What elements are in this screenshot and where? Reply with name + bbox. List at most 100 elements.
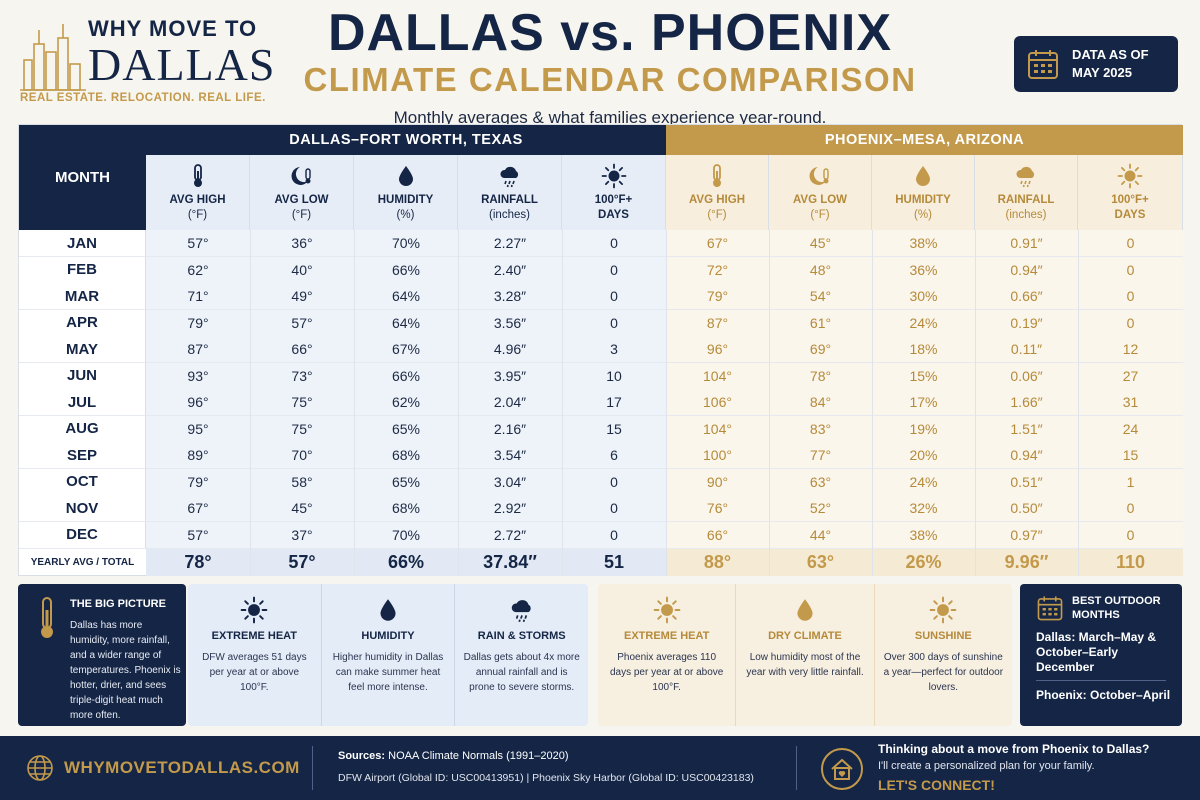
dallas-facts-panel: EXTREME HEAT DFW averages 51 days per yea… (188, 584, 588, 726)
month-label: JAN (19, 230, 146, 257)
sun-icon (653, 596, 681, 624)
col-header-unit: (°F) (187, 209, 208, 221)
dallas-total: 66% (354, 549, 458, 576)
dallas-cell: 4.96″ (458, 336, 562, 363)
total-label: YEARLY AVG / TOTAL (30, 557, 135, 568)
phoenix-total: 9.96″ (975, 549, 1078, 576)
dallas-cell: 15 (562, 415, 666, 442)
best-outdoor-dallas: Dallas: March–May & October–Early Decemb… (1036, 630, 1157, 674)
stations-text: DFW Airport (Global ID: USC00413951) | P… (338, 772, 754, 784)
dallas-cell: 3.04″ (458, 468, 562, 495)
page-description: Monthly averages & what families experie… (393, 108, 827, 127)
best-outdoor-phoenix: Phoenix: October–April (1036, 688, 1171, 702)
phoenix-cell: 0 (1078, 495, 1183, 522)
fact-text: Low humidity most of the year with very … (746, 652, 864, 678)
dallas-cell: 64% (354, 309, 458, 336)
thermometer-icon (713, 164, 721, 187)
dallas-cell: 0 (562, 521, 666, 548)
dallas-cell: 66% (354, 362, 458, 389)
dallas-cell: 70% (354, 521, 458, 548)
fact-title: HUMIDITY (361, 630, 415, 642)
dallas-cell: 0 (562, 309, 666, 336)
dallas-cell: 96° (146, 389, 250, 416)
phoenix-cell: 44° (769, 521, 872, 548)
col-header-label: HUMIDITY (895, 194, 951, 206)
column-divider (458, 230, 459, 576)
cta-text: I'll create a personalized plan for your… (878, 760, 1095, 772)
fact-title: EXTREME HEAT (623, 630, 710, 642)
phoenix-cell: 78° (769, 362, 872, 389)
phoenix-cell: 24% (872, 309, 975, 336)
lets-connect-link[interactable]: LET'S CONNECT! (878, 777, 995, 793)
col-header-label: AVG LOW (274, 194, 329, 206)
globe-icon (27, 755, 53, 781)
fact-text: Higher humidity in Dallas can make summe… (332, 652, 444, 693)
phoenix-cell: 1 (1078, 468, 1183, 495)
phoenix-cell: 24 (1078, 415, 1183, 442)
dallas-col-header: RAINFALL (inches) (458, 155, 562, 230)
phoenix-col-header: AVG HIGH (°F) (666, 155, 769, 230)
best-outdoor-title: BEST OUTDOOR MONTHS (1072, 594, 1161, 622)
dallas-cell: 75° (250, 389, 354, 416)
dallas-cell: 3.28″ (458, 283, 562, 310)
phoenix-col-header: HUMIDITY (%) (872, 155, 975, 230)
website-link[interactable]: WHYMOVETODALLAS.COM (64, 758, 300, 777)
phoenix-cell: 96° (666, 336, 769, 363)
rain-cloud-icon (499, 166, 518, 188)
dallas-cell: 2.27″ (458, 230, 562, 257)
sources-label: Sources: (338, 750, 386, 762)
dallas-col-header: AVG HIGH (°F) (146, 155, 250, 230)
dallas-cell: 89° (146, 442, 250, 469)
climate-table: MONTH DALLAS–FORT WORTH, TEXAS PHOENIX–M… (18, 124, 1183, 576)
month-label: MAY (19, 336, 146, 363)
calendar-icon (1037, 596, 1063, 621)
best-outdoor-panel: BEST OUTDOOR MONTHS Dallas: March–May & … (1020, 584, 1182, 726)
month-label: DEC (19, 521, 146, 548)
phoenix-cell: 0.50″ (975, 495, 1078, 522)
phoenix-cell: 0 (1078, 256, 1183, 283)
dallas-cell: 3.54″ (458, 442, 562, 469)
dallas-cell: 62% (354, 389, 458, 416)
dallas-cell: 70% (354, 230, 458, 257)
phoenix-header: PHOENIX–MESA, ARIZONA (666, 125, 1183, 155)
logo-line2: DALLAS (88, 39, 276, 90)
phoenix-cell: 38% (872, 230, 975, 257)
column-divider (872, 230, 873, 576)
dallas-total: 57° (250, 549, 354, 576)
date-badge-line1: DATA AS OF (1072, 47, 1149, 62)
dallas-cell: 17 (562, 389, 666, 416)
dallas-cell: 66° (250, 336, 354, 363)
column-divider (975, 230, 976, 576)
phoenix-col-header: AVG LOW (°F) (769, 155, 872, 230)
dallas-cell: 79° (146, 468, 250, 495)
phoenix-cell: 87° (666, 309, 769, 336)
fact-card: HUMIDITY Higher humidity in Dallas can ma… (322, 584, 456, 726)
dallas-cell: 2.40″ (458, 256, 562, 283)
month-column-header: MONTH (19, 125, 146, 230)
page-subtitle: CLIMATE CALENDAR COMPARISON (303, 61, 917, 98)
rain-cloud-icon (511, 600, 531, 623)
phoenix-cell: 100° (666, 442, 769, 469)
col-header-unit: DAYS (598, 209, 629, 221)
dallas-cell: 79° (146, 309, 250, 336)
dallas-cell: 93° (146, 362, 250, 389)
dallas-cell: 36° (250, 230, 354, 257)
dallas-cell: 71° (146, 283, 250, 310)
phoenix-cell: 67° (666, 230, 769, 257)
dallas-cell: 6 (562, 442, 666, 469)
dallas-cell: 49° (250, 283, 354, 310)
month-label: NOV (19, 495, 146, 522)
month-label: JUL (19, 389, 146, 416)
sun-icon (601, 163, 626, 189)
phoenix-cell: 31 (1078, 389, 1183, 416)
phoenix-cell: 0.66″ (975, 283, 1078, 310)
sources-text: NOAA Climate Normals (1991–2020) (388, 750, 569, 762)
phoenix-cell: 1.51″ (975, 415, 1078, 442)
dallas-cell: 67% (354, 336, 458, 363)
phoenix-cell: 0 (1078, 309, 1183, 336)
dallas-cell: 2.72″ (458, 521, 562, 548)
brand-logo[interactable]: WHY MOVE TO DALLAS REAL ESTATE. RELOCATI… (18, 14, 274, 104)
phoenix-cell: 0 (1078, 521, 1183, 548)
phoenix-cell: 63° (769, 468, 872, 495)
phoenix-cell: 104° (666, 415, 769, 442)
